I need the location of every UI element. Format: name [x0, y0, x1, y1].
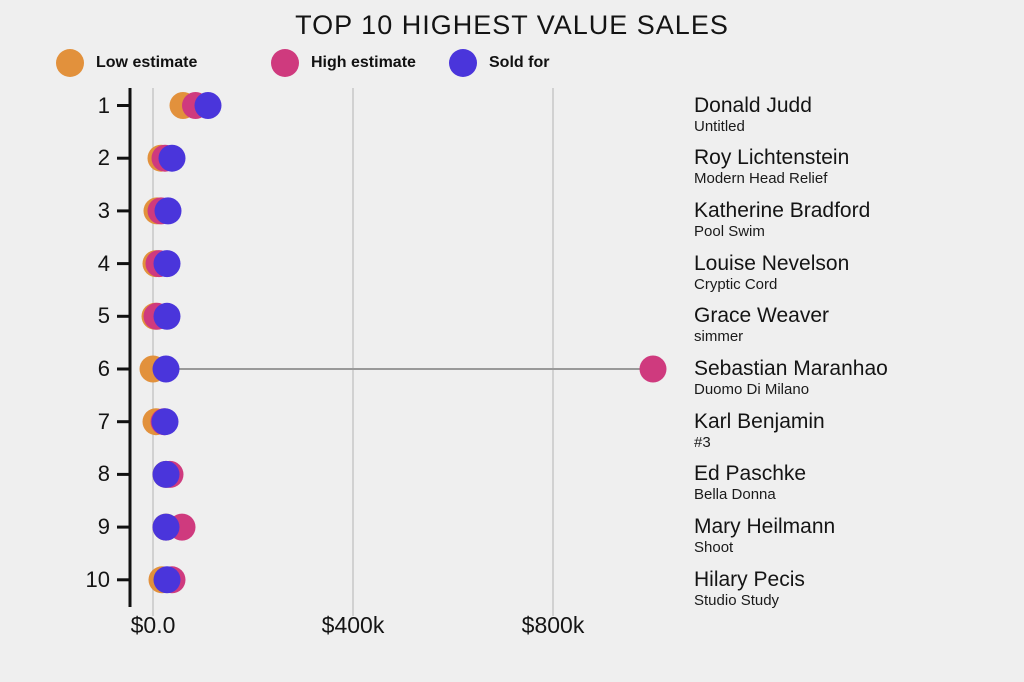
- rank-label: 10: [85, 566, 110, 592]
- row-label: Karl Benjamin #3: [694, 410, 1014, 452]
- x-tick-label: $0.0: [130, 612, 176, 638]
- row-label: Sebastian Maranhao Duomo Di Milano: [694, 357, 1014, 399]
- artwork-title: Modern Head Relief: [694, 170, 828, 188]
- legend-item-low-estimate: Low estimate: [56, 48, 197, 78]
- artwork-title: #3: [694, 433, 711, 451]
- dot-high_estimate_k: [639, 355, 667, 383]
- row-label: Louise Nevelson Cryptic Cord: [694, 252, 1014, 294]
- artwork-title: Cryptic Cord: [694, 275, 778, 293]
- row-label: Donald Judd Untitled: [694, 94, 1014, 136]
- row-label: Katherine Bradford Pool Swim: [694, 199, 1014, 241]
- rank-label: 2: [97, 145, 110, 171]
- artist-name: Roy Lichtenstein: [694, 146, 850, 170]
- rank-label: 8: [97, 461, 110, 487]
- row-label: Ed Paschke Bella Donna: [694, 462, 1014, 504]
- artist-name: Hilary Pecis: [694, 567, 805, 591]
- row-label: Grace Weaver simmer: [694, 304, 1014, 346]
- artist-name: Grace Weaver: [694, 304, 829, 328]
- rank-label: 9: [97, 514, 110, 540]
- artist-name: Donald Judd: [694, 93, 812, 117]
- rank-label: 7: [97, 408, 110, 434]
- rank-label: 6: [97, 356, 110, 381]
- dot-sold_for_k: [152, 460, 180, 488]
- artist-name: Mary Heilmann: [694, 515, 836, 539]
- rank-label: 5: [97, 303, 110, 329]
- sold-for-dot-icon: [449, 49, 477, 77]
- artwork-title: Bella Donna: [694, 486, 776, 504]
- artist-name: Ed Paschke: [694, 462, 807, 486]
- high-estimate-dot-icon: [271, 49, 299, 77]
- legend-label: Sold for: [489, 54, 550, 71]
- row-label: Mary Heilmann Shoot: [694, 515, 1014, 557]
- low-estimate-dot-icon: [56, 49, 84, 77]
- dot-sold_for_k: [152, 355, 180, 383]
- artwork-title: Duomo Di Milano: [694, 381, 810, 398]
- artwork-title: Studio Study: [694, 591, 780, 609]
- legend-item-sold-for: Sold for: [449, 48, 549, 78]
- artist-name: Katherine Bradford: [694, 198, 871, 222]
- x-tick-label: $800k: [521, 612, 585, 638]
- dot-sold_for_k: [194, 92, 222, 119]
- artwork-title: Pool Swim: [694, 222, 765, 240]
- dot-sold_for_k: [158, 144, 186, 172]
- row-label: Hilary Pecis Studio Study: [694, 568, 1014, 610]
- dot-sold_for_k: [152, 513, 180, 541]
- chart-title: TOP 10 HIGHEST VALUE SALES: [295, 10, 729, 40]
- legend-label: High estimate: [311, 54, 416, 71]
- artist-name: Sebastian Maranhao: [694, 357, 888, 380]
- legend-label: Low estimate: [96, 54, 198, 71]
- dot-sold_for_k: [153, 302, 181, 330]
- dot-sold_for_k: [153, 566, 181, 594]
- legend-item-high-estimate: High estimate: [271, 48, 416, 78]
- rank-label: 4: [97, 250, 110, 276]
- artwork-title: Shoot: [694, 539, 734, 557]
- x-tick-label: $400k: [321, 612, 385, 638]
- dot-sold_for_k: [154, 197, 182, 225]
- rank-label: 3: [97, 197, 110, 223]
- artist-name: Louise Nevelson: [694, 251, 850, 275]
- rank-label: 1: [97, 92, 110, 118]
- dot-sold_for_k: [151, 408, 179, 436]
- row-label: Roy Lichtenstein Modern Head Relief: [694, 146, 1014, 188]
- artwork-title: simmer: [694, 328, 744, 346]
- dot-sold_for_k: [153, 250, 181, 278]
- artwork-title: Untitled: [694, 117, 745, 135]
- artist-name: Karl Benjamin: [694, 409, 825, 433]
